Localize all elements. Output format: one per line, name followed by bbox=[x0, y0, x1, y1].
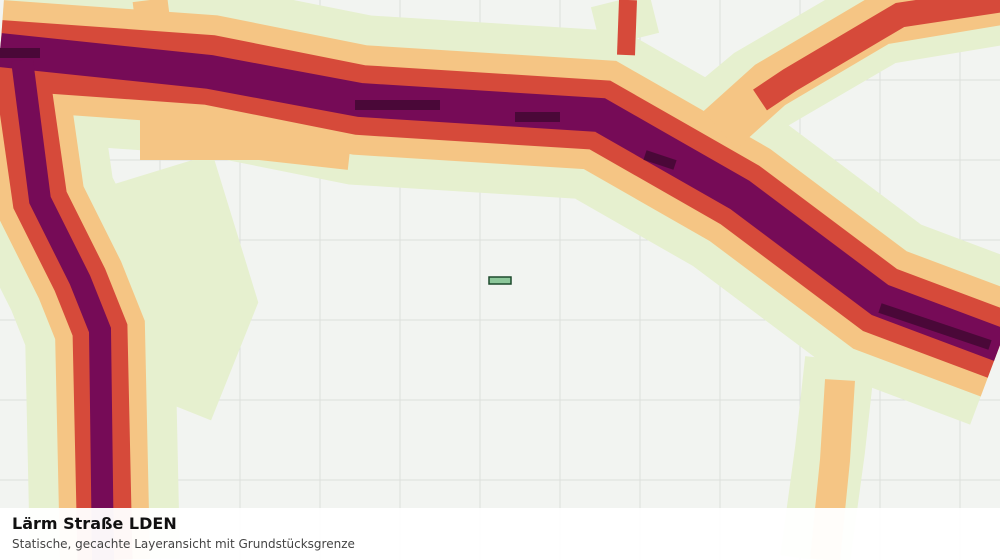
noise-zone-very-high bbox=[11, 58, 114, 560]
noise-zone-very-high bbox=[0, 33, 1000, 361]
layer-subtitle: Statische, gecachte Layeransicht mit Gru… bbox=[12, 537, 355, 551]
noise-zone-high bbox=[753, 0, 1000, 111]
noise-zone-high bbox=[617, 0, 637, 56]
legend-panel: Lärm Straße LDEN Statische, gecachte Lay… bbox=[0, 508, 1000, 560]
noise-zone-medium bbox=[140, 120, 353, 170]
noise-zone-max bbox=[878, 303, 992, 350]
noise-zone-max bbox=[643, 150, 677, 170]
noise-zone-low bbox=[107, 153, 259, 421]
layer-title: Lärm Straße LDEN bbox=[12, 514, 177, 533]
parcel-boundary[interactable] bbox=[488, 276, 512, 285]
